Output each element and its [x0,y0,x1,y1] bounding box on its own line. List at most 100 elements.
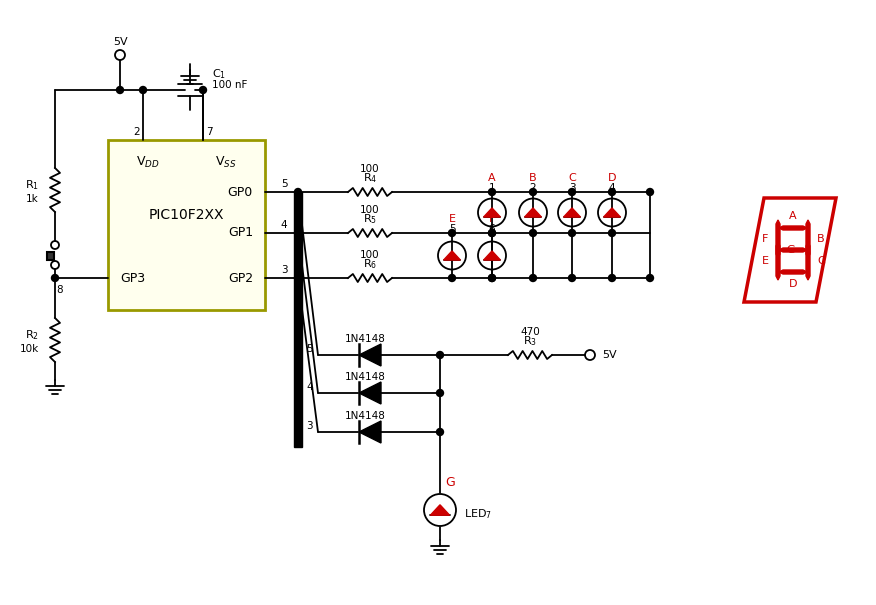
Text: D: D [608,173,616,183]
Text: E: E [761,256,768,266]
Text: 4: 4 [280,220,287,230]
Text: LED$_7$: LED$_7$ [464,507,492,521]
Text: F: F [762,234,768,244]
Text: A: A [789,211,797,221]
Text: 100 nF: 100 nF [212,80,247,90]
Text: 1k: 1k [26,194,39,204]
Text: 3: 3 [280,265,287,275]
Text: E: E [449,214,456,224]
Text: B: B [817,234,825,244]
Circle shape [529,229,536,237]
Text: 10k: 10k [20,344,39,354]
Circle shape [609,189,616,195]
Polygon shape [484,251,500,260]
Circle shape [529,189,536,195]
Polygon shape [443,251,461,260]
Text: 1N4148: 1N4148 [344,411,385,421]
Circle shape [569,229,576,237]
Text: C: C [569,173,576,183]
Text: 1N4148: 1N4148 [344,334,385,344]
Text: 2: 2 [530,183,536,193]
Text: R$_5$: R$_5$ [363,212,377,226]
Text: B: B [529,173,537,183]
Circle shape [436,352,443,359]
Text: 4: 4 [306,382,313,392]
Polygon shape [806,220,810,258]
Bar [294,192,302,278]
Text: C: C [817,256,825,266]
Text: G: G [787,245,795,255]
Polygon shape [779,248,807,252]
Text: R$_6$: R$_6$ [363,257,377,271]
Text: D: D [788,279,797,289]
Text: GP3: GP3 [120,272,145,284]
Text: 1: 1 [489,183,495,193]
Circle shape [646,189,653,195]
Text: 5: 5 [306,344,313,354]
Text: 5: 5 [449,224,456,234]
Circle shape [294,275,301,281]
Text: 5V: 5V [113,37,127,47]
Polygon shape [744,198,836,302]
Text: GP1: GP1 [228,226,253,240]
Polygon shape [779,226,807,230]
Circle shape [449,275,456,281]
Circle shape [139,87,146,94]
Circle shape [436,390,443,396]
Polygon shape [563,208,581,217]
Text: C$_1$: C$_1$ [212,67,226,81]
Circle shape [489,275,496,281]
Polygon shape [806,242,810,280]
Circle shape [609,229,616,237]
Circle shape [489,229,496,237]
Polygon shape [359,421,381,443]
Circle shape [200,87,207,94]
Circle shape [52,275,59,281]
Text: 8: 8 [57,285,63,295]
Bar [47,252,54,260]
Text: R$_2$: R$_2$ [25,328,39,342]
Text: 1N4148: 1N4148 [344,372,385,382]
Bar [294,278,302,447]
Text: GP2: GP2 [228,272,253,284]
Text: 7: 7 [206,127,213,137]
Circle shape [569,275,576,281]
Text: 100: 100 [360,205,380,215]
Circle shape [436,428,443,436]
Polygon shape [484,208,500,217]
Text: 6: 6 [489,224,495,234]
Circle shape [449,229,456,237]
Text: PIC10F2XX: PIC10F2XX [149,208,224,222]
Text: G: G [445,476,455,488]
Polygon shape [779,270,807,274]
Polygon shape [604,208,620,217]
FancyBboxPatch shape [108,140,265,310]
Polygon shape [776,220,780,258]
Text: R$_1$: R$_1$ [25,178,39,192]
Circle shape [489,275,496,281]
Text: 470: 470 [520,327,540,337]
Text: F: F [489,214,495,224]
Text: V$_{SS}$: V$_{SS}$ [215,154,237,169]
Polygon shape [430,505,449,515]
Text: 3: 3 [306,421,313,431]
Circle shape [646,275,653,281]
Text: R$_4$: R$_4$ [363,171,378,185]
Text: 5V: 5V [602,350,617,360]
Circle shape [569,189,576,195]
Polygon shape [776,242,780,280]
Polygon shape [359,382,381,404]
Text: 3: 3 [569,183,576,193]
Text: 2: 2 [133,127,140,137]
Text: GP0: GP0 [228,186,253,198]
Text: 5: 5 [280,179,287,189]
Circle shape [294,229,301,237]
Text: 100: 100 [360,164,380,174]
Text: 4: 4 [609,183,615,193]
Circle shape [609,275,616,281]
Circle shape [489,189,496,195]
Polygon shape [525,208,541,217]
Text: A: A [488,173,496,183]
Text: V$_{DD}$: V$_{DD}$ [136,154,159,169]
Circle shape [117,87,124,94]
